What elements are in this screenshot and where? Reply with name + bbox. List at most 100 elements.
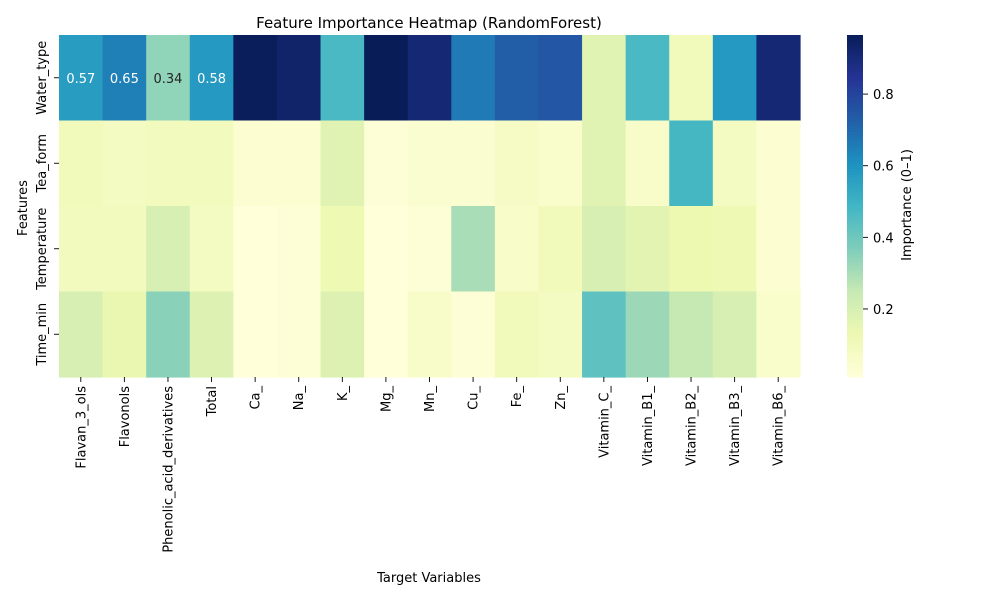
colorbar-segment [847,191,863,196]
colorbar-segment [847,285,863,290]
colorbar-segment [847,245,863,250]
x-tick-label: Flavan_3_ols [74,386,89,469]
colorbar-segment [847,92,863,96]
heatmap-cell [189,35,234,122]
colorbar-segment [847,297,863,301]
colorbar-segment [847,234,863,238]
colorbar-segment [847,174,863,179]
y-tick-label: Temperature [35,208,50,291]
x-tick-label: Vitamin_C_ [597,386,612,458]
colorbar-segment [847,137,863,142]
cell-annotation: 0.57 [66,72,95,87]
heatmap-cell [494,291,540,378]
heatmap-cell [712,35,758,122]
colorbar-segment [847,288,863,293]
heatmap-cell [59,206,104,293]
colorbar-segment [847,123,863,127]
colorbar-segment [847,265,863,270]
colorbar-segment [847,183,863,187]
colorbar-segment [847,240,863,244]
y-tick-label: Water_type [35,41,50,115]
colorbar-segment [847,106,863,110]
heatmap-cell [364,120,409,207]
colorbar-segment [847,100,863,104]
heatmap-cell [102,291,147,378]
heatmap-cell [146,291,191,378]
heatmap-cell [407,291,452,378]
colorbar-segment [847,86,863,90]
colorbar-segment [847,354,863,358]
colorbar-segment [847,140,863,144]
heatmap-cell [756,291,801,378]
colorbar-segment [847,322,863,327]
heatmap-cell [582,206,627,293]
colorbar-segment [847,342,863,347]
heatmap-cell [276,120,322,207]
colorbar-segment [847,143,863,147]
colorbar-segment [847,200,863,204]
x-tick-label: Vitamin_B2_ [685,386,700,466]
colorbar-segment [847,203,863,207]
colorbar-segment [847,157,863,161]
colorbar-segment [847,362,863,367]
heatmap-cell [407,120,452,207]
heatmap-cell [407,35,452,122]
colorbar-segment [847,337,863,341]
cell-annotation: 0.65 [110,72,139,87]
heatmap-cell [233,120,278,207]
heatmap-cell [625,120,670,207]
heatmap-cell [189,291,234,378]
x-tick-label: Mn_ [423,386,438,412]
colorbar-segment [847,334,863,338]
colorbar-segment [847,268,863,273]
colorbar-segment [847,134,863,139]
colorbar-segment [847,274,863,278]
heatmap-cell [494,35,540,122]
colorbar-segment [847,168,863,173]
colorbar-segment [847,217,863,221]
heatmap-cell [320,291,365,378]
x-tick-label: Vitamin_B6_ [772,386,787,466]
x-tick-label: Vitamin_B1_ [641,386,656,466]
heatmap-cell [320,120,365,207]
colorbar-tick-label: 0.4 [873,231,894,246]
colorbar-segment [847,228,863,233]
x-tick-label: Cu_ [467,386,482,410]
colorbar-segment [847,131,863,136]
colorbar-segment [847,206,863,210]
colorbar-segment [847,197,863,201]
colorbar-segment [847,120,863,124]
x-tick-label: Ca_ [249,386,264,410]
colorbar-segment [847,291,863,295]
heatmap-cell [669,291,714,378]
colorbar-segment [847,151,863,156]
heatmap-cell [756,35,801,122]
colorbar-segment [847,314,863,318]
colorbar-tick-label: 0.8 [873,88,894,103]
colorbar-segment [847,231,863,236]
heatmap-cell [102,120,147,207]
colorbar-segment [847,111,863,116]
colorbar-segment [847,311,863,315]
colorbar-segment [847,46,863,50]
heatmap-cell [494,120,540,207]
colorbar-segment [847,40,863,45]
heatmap-cell [59,291,104,378]
heatmap-cell [102,206,147,293]
heatmap-cell [59,120,104,207]
heatmap-cell [712,291,758,378]
x-axis-label: Target Variables [376,571,481,586]
x-tick-label: Mg_ [379,386,394,412]
heatmap-cell [233,206,278,293]
heatmap-cell [625,291,670,378]
heatmap-cell [669,120,714,207]
colorbar-segment [847,180,863,184]
colorbar-segment [847,194,863,199]
colorbar-segment [847,177,863,181]
heatmap-cell [451,120,496,207]
heatmap-cell [625,35,670,122]
heatmap-cell [669,35,714,122]
cell-annotation: 0.58 [197,72,226,87]
colorbar-segment [847,77,863,82]
